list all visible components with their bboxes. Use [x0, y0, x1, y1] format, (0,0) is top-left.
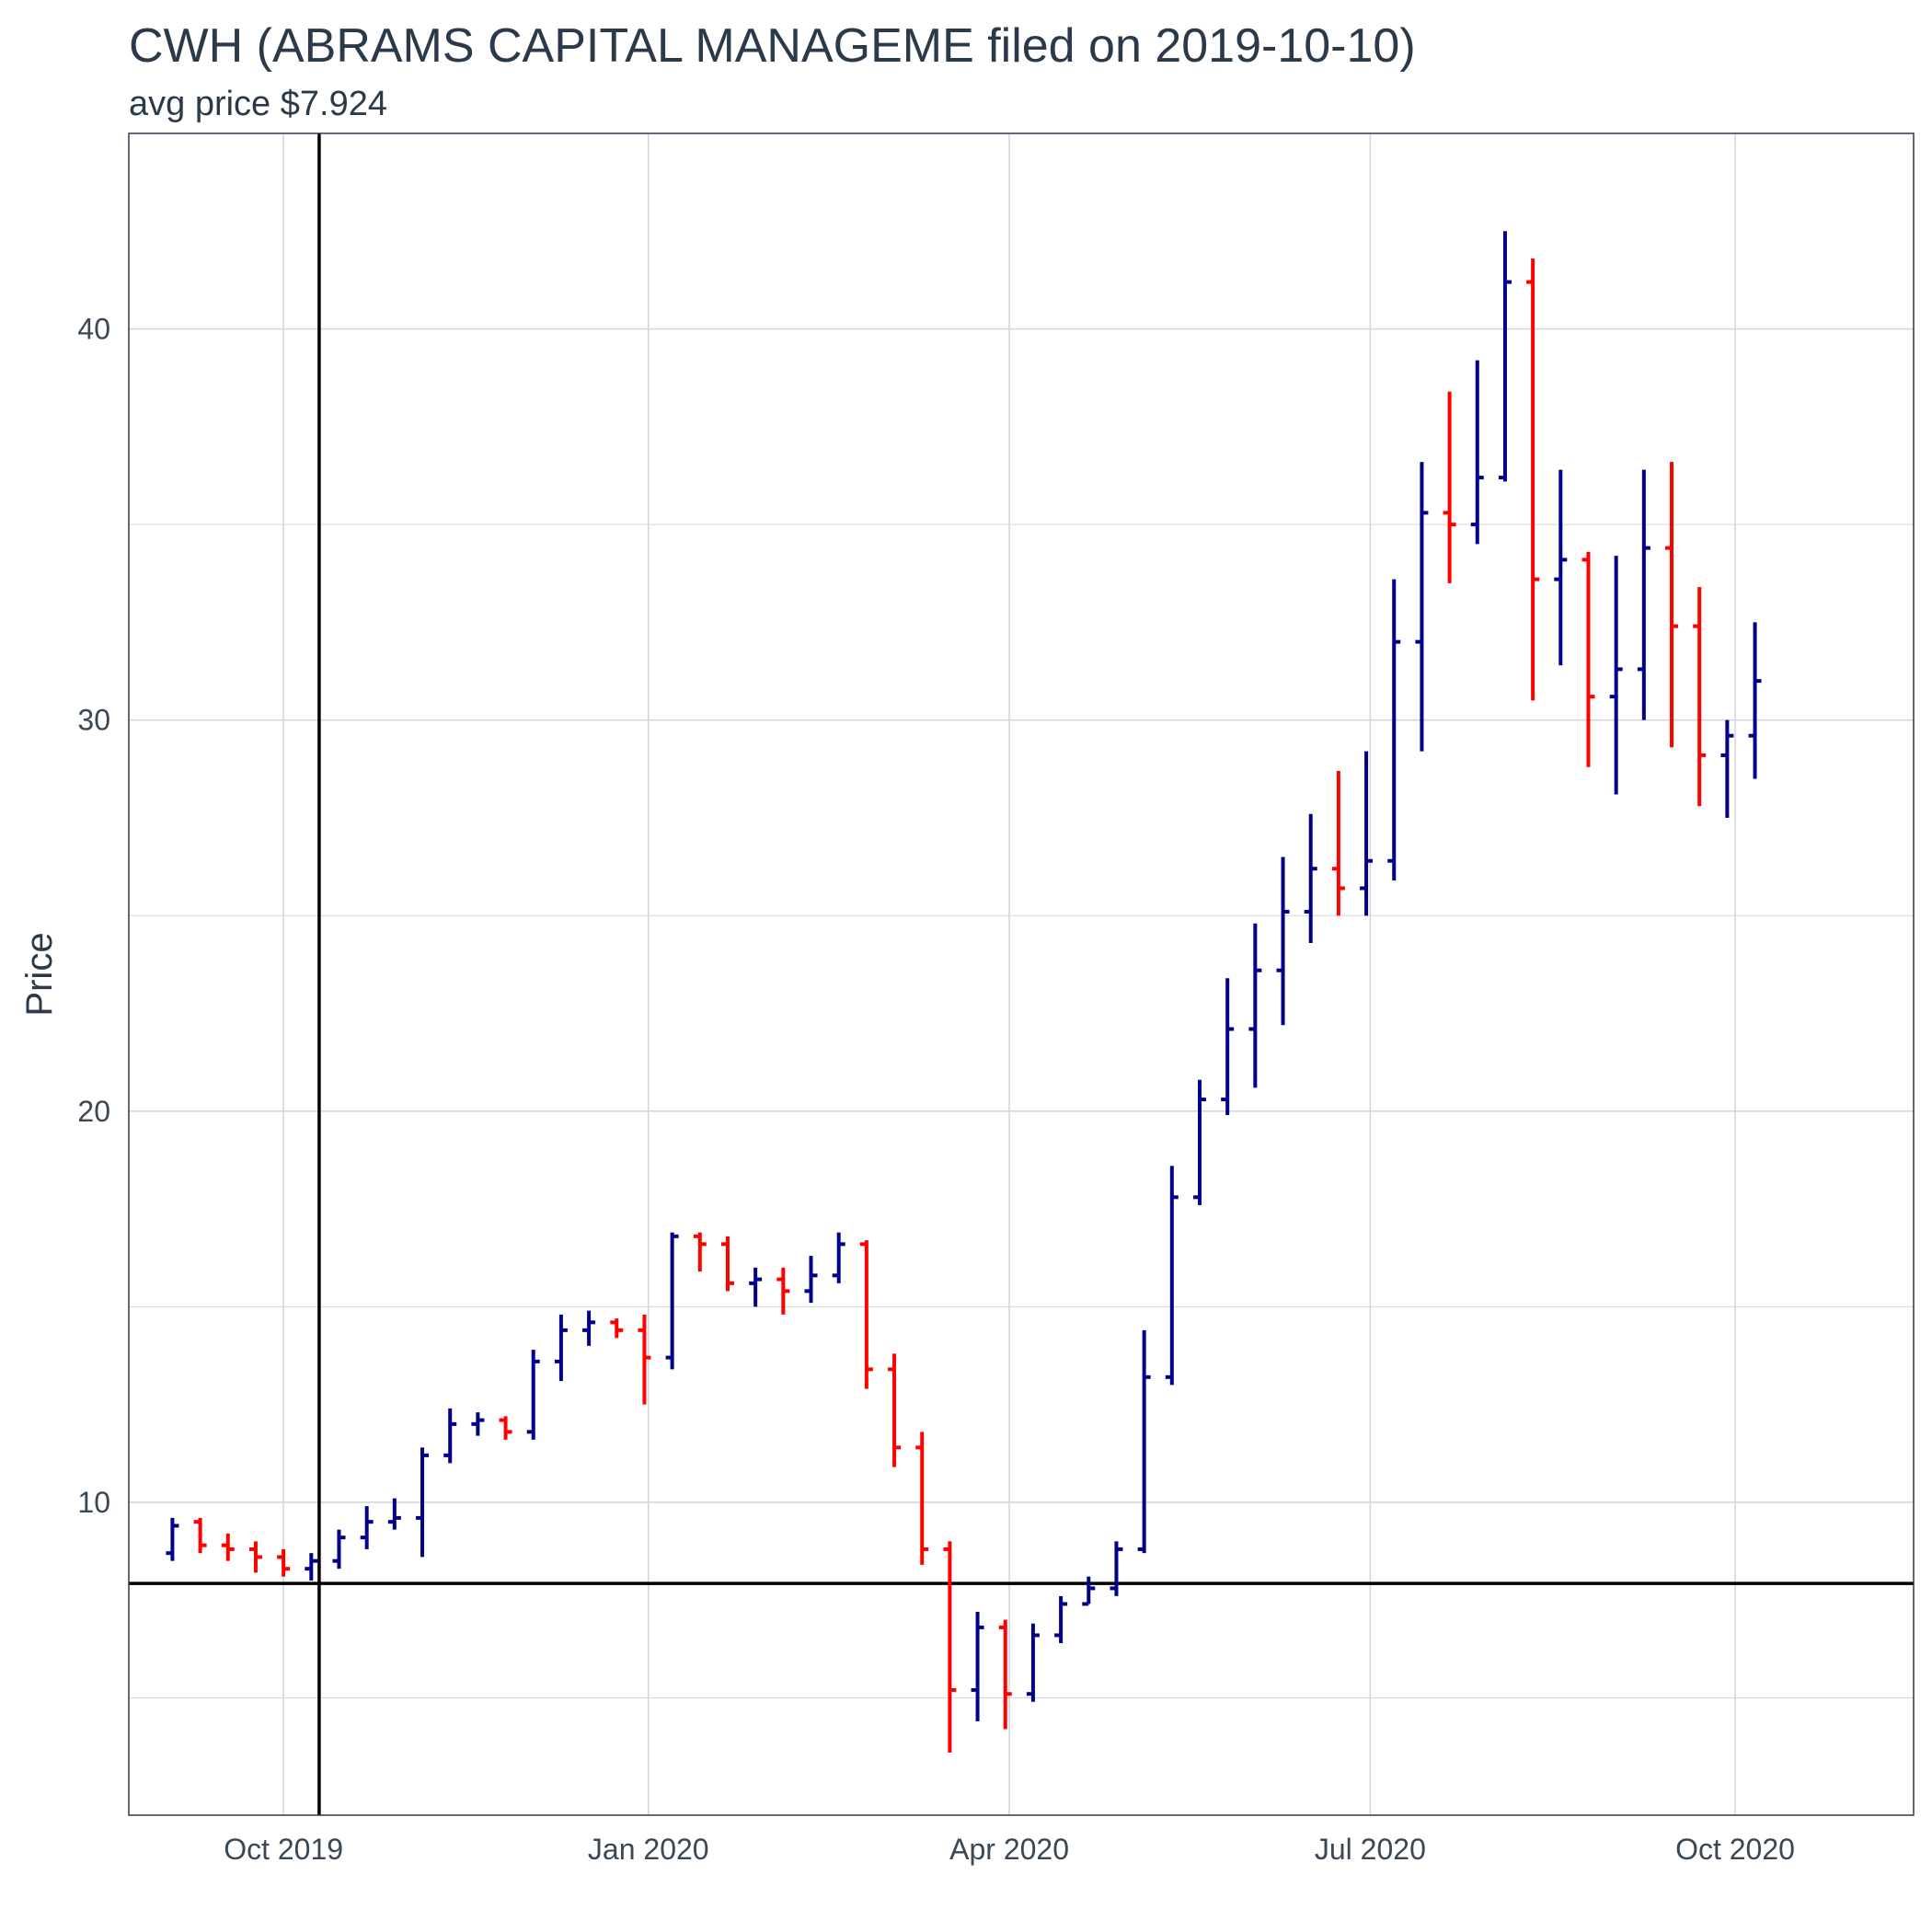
- ohlc-bar: [1720, 719, 1734, 818]
- ohlc-bar: [804, 1256, 818, 1304]
- y-axis-label: Price: [19, 932, 60, 1016]
- ohlc-bars: [166, 231, 1762, 1753]
- ohlc-bar: [943, 1541, 957, 1753]
- ohlc-bar: [776, 1267, 790, 1315]
- ohlc-bar: [915, 1432, 929, 1565]
- ohlc-bar: [1054, 1595, 1068, 1643]
- ohlc-bar: [610, 1318, 624, 1339]
- plot-frame: [128, 132, 1915, 1816]
- ohlc-bar: [1748, 622, 1762, 779]
- ohlc-bar: [499, 1416, 512, 1440]
- ohlc-bar: [166, 1517, 179, 1561]
- ohlc-bar: [888, 1353, 902, 1467]
- ohlc-bar: [193, 1517, 207, 1554]
- ohlc-bar: [1443, 391, 1456, 583]
- ohlc-bar: [305, 1553, 318, 1581]
- ohlc-bar: [1082, 1576, 1096, 1606]
- x-tick-label: Apr 2020: [949, 1833, 1069, 1866]
- y-tick-label: 10: [77, 1486, 110, 1519]
- x-tick-label: Oct 2019: [224, 1833, 343, 1866]
- ohlc-bar: [277, 1548, 291, 1577]
- ohlc-bar: [1554, 469, 1568, 666]
- ohlc-bar: [582, 1310, 596, 1346]
- ohlc-bar: [1110, 1541, 1123, 1596]
- ohlc-bar: [387, 1498, 401, 1530]
- ohlc-bar: [1193, 1079, 1206, 1205]
- ohlc-bar: [221, 1533, 235, 1561]
- ohlc-bar: [1665, 462, 1679, 748]
- ohlc-bar: [332, 1529, 346, 1570]
- ohlc-bar: [471, 1412, 485, 1436]
- y-tick-label: 20: [77, 1095, 110, 1128]
- ohlc-bar: [526, 1350, 540, 1440]
- ohlc-bar: [1693, 587, 1707, 807]
- ohlc-bar: [971, 1611, 984, 1721]
- ohlc-bar: [1026, 1623, 1040, 1702]
- ohlc-bar: [1221, 978, 1235, 1116]
- ohlc-bar: [693, 1232, 707, 1272]
- ohlc-bar: [1609, 556, 1623, 795]
- ohlc-bar: [998, 1619, 1012, 1730]
- ohlc-bar: [1470, 360, 1484, 545]
- ohlc-bar: [248, 1541, 262, 1573]
- ohlc-bar: [416, 1447, 430, 1558]
- y-axis-ticks: 10 20 30 40: [77, 313, 110, 1519]
- ohlc-bar: [554, 1314, 568, 1382]
- ohlc-bar: [1137, 1329, 1151, 1554]
- ohlc-bar: [1581, 551, 1595, 767]
- y-tick-label: 30: [77, 704, 110, 737]
- ohlc-bar: [1526, 259, 1540, 701]
- ohlc-bar: [720, 1236, 734, 1292]
- y-tick-label: 40: [77, 313, 110, 346]
- ohlc-bar: [832, 1232, 845, 1283]
- ohlc-bar: [1637, 469, 1650, 720]
- x-tick-label: Oct 2020: [1675, 1833, 1795, 1866]
- ohlc-bar: [1165, 1166, 1179, 1386]
- x-axis-ticks: Oct 2019 Jan 2020 Apr 2020 Jul 2020 Oct 2020: [224, 1833, 1795, 1866]
- ohlc-bar: [360, 1506, 374, 1549]
- ohlc-bar: [665, 1232, 679, 1370]
- chart-subtitle: avg price $7.924: [129, 85, 387, 123]
- reference-lines: [129, 133, 1914, 1815]
- chart-title: CWH (ABRAMS CAPITAL MANAGEME filed on 20…: [129, 19, 1416, 73]
- grid-lines: [129, 133, 1914, 1815]
- ohlc-bar: [1415, 462, 1429, 752]
- ohlc-bar: [1276, 857, 1290, 1026]
- ohlc-bar: [859, 1240, 873, 1389]
- ohlc-bar: [1331, 770, 1345, 916]
- x-tick-label: Jul 2020: [1315, 1833, 1426, 1866]
- ohlc-bar: [1387, 579, 1401, 880]
- x-tick-label: Jan 2020: [588, 1833, 709, 1866]
- ohlc-bar: [1498, 231, 1512, 482]
- ohlc-bar: [1360, 751, 1374, 916]
- ohlc-bar: [1304, 813, 1317, 943]
- ohlc-bar: [443, 1408, 457, 1464]
- ohlc-bar: [638, 1314, 651, 1405]
- ohlc-bar: [749, 1267, 763, 1307]
- ohlc-bar: [1248, 923, 1262, 1088]
